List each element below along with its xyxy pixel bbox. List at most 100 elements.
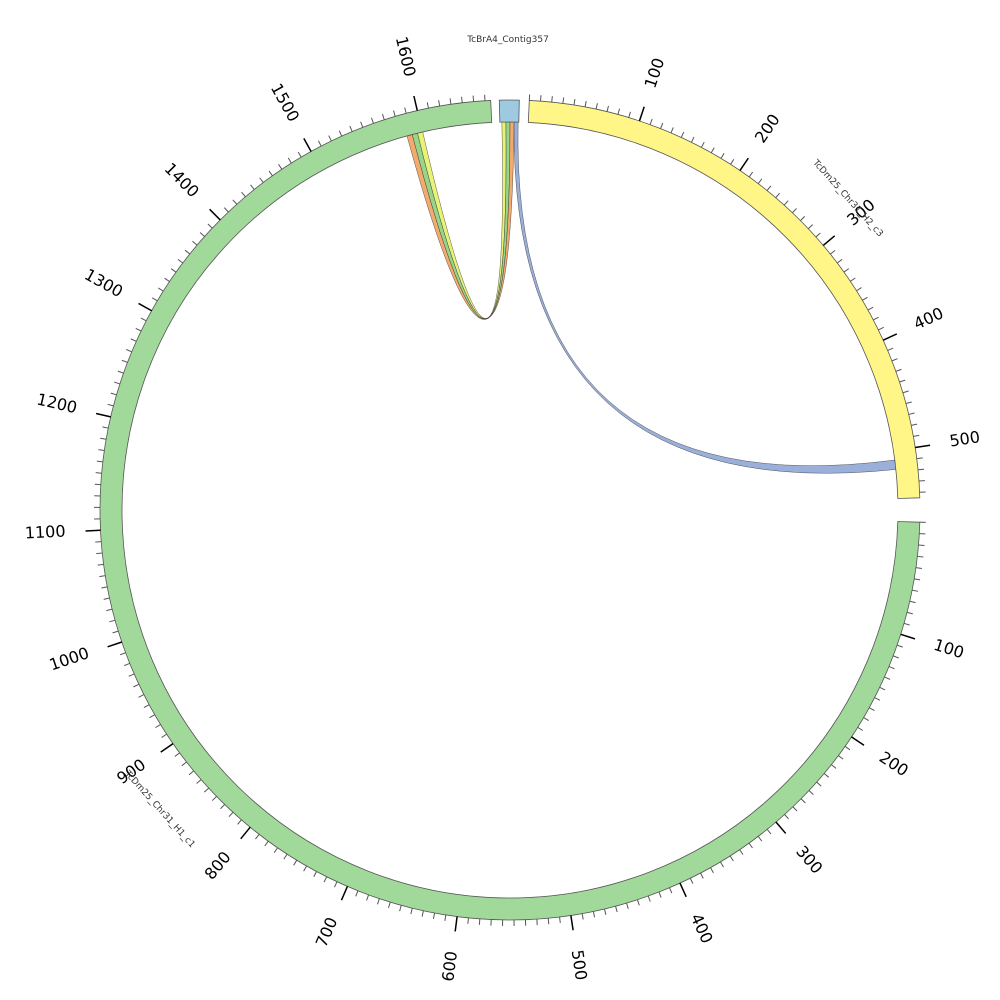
minor-tick	[170, 268, 177, 273]
minor-tick	[584, 100, 587, 108]
minor-tick	[101, 586, 108, 589]
minor-tick	[838, 755, 844, 760]
tick-label: 1400	[161, 159, 203, 201]
minor-tick	[126, 349, 132, 353]
minor-tick	[775, 192, 780, 199]
minor-tick	[700, 141, 705, 148]
tick-label: 1500	[267, 80, 303, 125]
minor-tick	[689, 878, 694, 884]
minor-tick	[334, 881, 338, 888]
minor-tick	[916, 457, 923, 460]
segment-label-contig: TcBrA4_Contig357	[466, 35, 549, 45]
minor-tick	[748, 171, 754, 178]
minor-tick	[766, 828, 772, 835]
minor-tick	[174, 752, 180, 757]
minor-tick	[903, 622, 910, 626]
minor-tick	[112, 630, 119, 634]
minor-tick	[888, 666, 895, 670]
minor-tick	[917, 555, 924, 558]
minor-tick	[730, 159, 735, 165]
minor-tick	[323, 876, 328, 883]
minor-tick	[669, 887, 673, 894]
minor-tick	[99, 575, 106, 578]
minor-tick	[915, 567, 922, 569]
minor-tick	[128, 673, 135, 677]
minor-tick	[911, 423, 918, 426]
minor-tick	[207, 223, 213, 229]
tick-label: 500	[568, 949, 591, 982]
minor-tick	[690, 136, 695, 143]
minor-tick	[467, 917, 469, 924]
minor-tick	[393, 110, 396, 117]
minor-tick	[143, 704, 150, 708]
minor-tick	[902, 390, 909, 394]
minor-tick	[133, 683, 140, 688]
major-tick	[739, 157, 749, 171]
minor-tick	[878, 326, 884, 331]
minor-tick	[784, 814, 789, 820]
minor-tick	[874, 697, 881, 701]
minor-tick	[604, 908, 607, 915]
minor-tick	[816, 781, 822, 787]
major-tick	[900, 633, 916, 640]
minor-tick	[328, 135, 332, 142]
minor-tick	[559, 916, 561, 924]
minor-tick	[862, 296, 868, 301]
major-tick	[822, 235, 836, 247]
tick-label: 100	[931, 635, 966, 662]
tick-label: 200	[751, 110, 784, 146]
minor-tick	[155, 724, 161, 729]
minor-tick	[884, 676, 891, 680]
minor-tick	[444, 914, 447, 921]
tick-label: 400	[687, 911, 717, 947]
minor-tick	[283, 853, 288, 860]
tick-label: 1600	[392, 34, 420, 78]
minor-tick	[729, 855, 734, 862]
minor-tick	[649, 118, 653, 125]
minor-tick	[106, 608, 113, 612]
minor-tick	[879, 686, 886, 691]
minor-tick	[100, 437, 107, 440]
minor-tick	[297, 151, 302, 158]
minor-tick	[426, 102, 429, 109]
ideograms-layer	[99, 99, 921, 921]
ideogram-h2	[527, 100, 921, 499]
minor-tick	[102, 426, 109, 429]
minor-tick	[255, 834, 260, 840]
minor-tick	[766, 185, 772, 191]
minor-tick	[232, 199, 238, 205]
minor-tick	[808, 790, 814, 796]
minor-tick	[138, 694, 145, 698]
minor-tick	[421, 910, 424, 917]
minor-tick	[317, 140, 322, 147]
major-tick	[303, 137, 312, 152]
minor-tick	[909, 600, 916, 604]
minor-tick	[850, 277, 856, 282]
minor-tick	[807, 224, 813, 230]
minor-tick	[381, 113, 385, 120]
minor-tick	[863, 717, 870, 722]
minor-tick	[220, 804, 226, 810]
minor-tick	[891, 358, 898, 362]
tick-label: 400	[911, 303, 947, 333]
major-tick	[95, 412, 111, 418]
minor-tick	[211, 796, 217, 801]
minor-tick	[867, 306, 874, 311]
major-tick	[413, 95, 419, 111]
minor-tick	[615, 906, 618, 913]
minor-tick	[908, 412, 915, 415]
minor-tick	[273, 847, 279, 853]
minor-tick	[259, 177, 264, 183]
major-tick	[454, 916, 458, 932]
minor-tick	[223, 207, 229, 213]
minor-tick	[164, 277, 170, 282]
minor-tick	[360, 121, 364, 128]
minor-tick	[399, 905, 402, 912]
minor-tick	[95, 472, 102, 474]
minor-tick	[628, 111, 631, 118]
minor-tick	[670, 127, 674, 134]
minor-tick	[710, 147, 715, 154]
minor-tick	[366, 894, 370, 901]
minor-tick	[117, 370, 124, 374]
